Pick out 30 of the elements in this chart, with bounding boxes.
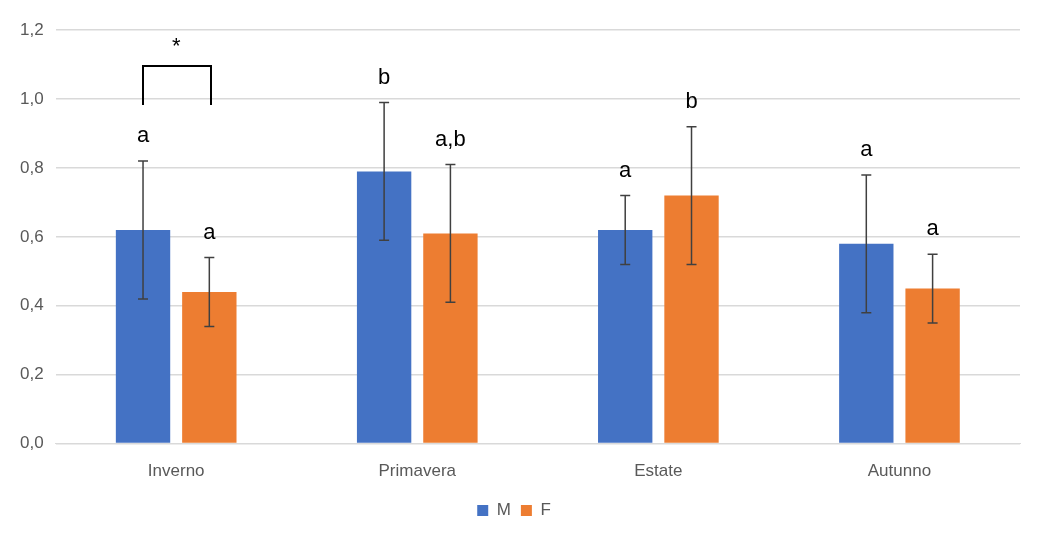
annotation: a,b — [435, 125, 466, 151]
bar — [423, 233, 478, 443]
bar — [115, 230, 171, 443]
bar — [839, 243, 894, 443]
x-tick-label: Estate — [634, 461, 683, 481]
y-tick-label: 0,0 — [19, 433, 44, 453]
annotation: b — [378, 63, 391, 89]
x-tick-label: Inverno — [147, 461, 205, 481]
y-tick-label: 0,6 — [19, 226, 44, 246]
bar — [356, 171, 412, 443]
y-tick-label: 1,2 — [19, 19, 44, 39]
y-tick-label: 0,4 — [19, 295, 44, 315]
legend-label: F — [540, 500, 551, 520]
bar — [664, 195, 719, 443]
annotation: a — [860, 135, 874, 161]
annotation: a — [136, 122, 150, 148]
legend-label: M — [496, 500, 511, 520]
y-tick-label: 0,8 — [19, 157, 44, 177]
bar — [598, 230, 653, 443]
y-tick-label: 0,2 — [19, 364, 44, 384]
annotation: b — [685, 87, 698, 113]
x-tick-label: Autunno — [867, 461, 932, 481]
x-tick-label: Primavera — [378, 461, 457, 481]
annotation: a — [619, 156, 633, 182]
y-tick-label: 1,0 — [19, 88, 44, 108]
bar — [905, 288, 960, 443]
bar — [182, 292, 237, 443]
annotation: a — [926, 215, 940, 241]
annotation: a — [203, 218, 217, 244]
annotation: * — [170, 33, 182, 60]
